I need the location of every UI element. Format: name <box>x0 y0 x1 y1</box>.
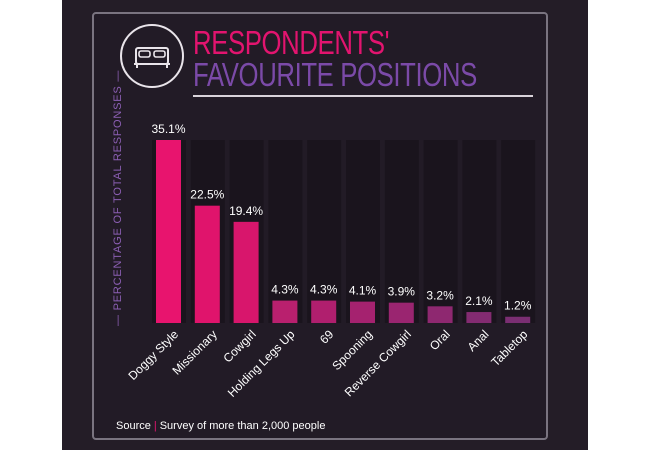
bar-slot <box>268 140 303 323</box>
value-label: 35.1% <box>151 122 185 136</box>
value-label: 3.9% <box>388 285 416 299</box>
value-label: 3.2% <box>426 288 454 302</box>
source-label: Source <box>116 420 151 432</box>
category-label: 69 <box>317 327 337 347</box>
bar-slot <box>307 140 342 323</box>
category-label: Holding Legs Up <box>225 327 298 400</box>
source-separator: | <box>153 420 157 432</box>
bar-69 <box>311 300 337 323</box>
bar-slot <box>462 140 497 323</box>
chart-title-line1: RESPONDENTS' <box>193 24 390 61</box>
value-label: 4.3% <box>310 283 338 297</box>
chart-title-line2: FAVOURITE POSITIONS <box>193 56 477 93</box>
category-label: Cowgirl <box>221 327 259 365</box>
value-label: 2.1% <box>465 294 493 308</box>
bar-tabletop <box>505 316 531 323</box>
value-label: 22.5% <box>190 188 224 202</box>
title-divider <box>193 95 533 97</box>
bar-cowgirl <box>233 221 259 323</box>
bar-missionary <box>194 205 220 323</box>
bar-doggy-style <box>156 140 181 323</box>
value-label: 4.1% <box>349 284 377 298</box>
source-text: Survey of more than 2,000 people <box>159 420 326 432</box>
bar-oral <box>427 306 453 323</box>
value-label: 1.2% <box>504 299 532 313</box>
value-label: 19.4% <box>229 204 263 218</box>
bar-slot <box>423 140 458 323</box>
source-note: Source | Survey of more than 2,000 people <box>116 420 325 432</box>
category-label: Oral <box>427 327 453 353</box>
bar-slot <box>501 140 536 323</box>
bar-reverse-cowgirl <box>388 302 414 323</box>
bar-holding-legs-up <box>272 300 298 323</box>
category-label: Tabletop <box>488 327 530 369</box>
bar-anal <box>466 312 492 323</box>
value-label: 4.3% <box>271 283 299 297</box>
category-label: Anal <box>465 327 492 354</box>
bar-spooning <box>350 301 375 323</box>
category-label: Doggy Style <box>125 327 181 383</box>
bar-slot <box>384 140 419 323</box>
bed-icon <box>120 24 184 88</box>
category-label: Reverse Cowgirl <box>342 327 414 399</box>
bar-slot <box>346 140 380 323</box>
